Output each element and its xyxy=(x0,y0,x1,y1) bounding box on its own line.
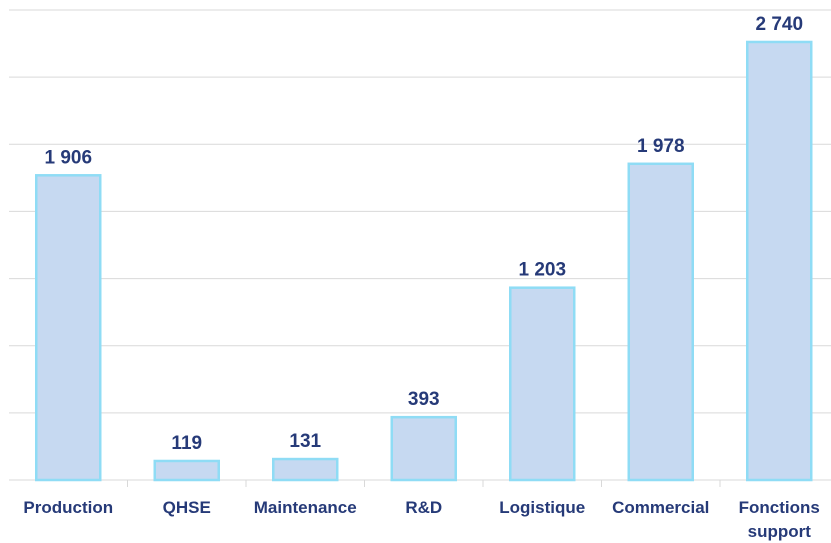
x-tick-label: QHSE xyxy=(162,498,211,517)
x-tick-label: Logistique xyxy=(499,498,586,517)
bar xyxy=(390,415,457,482)
value-label: 119 xyxy=(171,433,202,454)
value-label: 2 740 xyxy=(755,14,803,35)
value-label: 1 203 xyxy=(518,260,566,281)
x-tick-label: R&D xyxy=(405,498,443,517)
bar xyxy=(153,459,220,482)
bar xyxy=(272,457,339,482)
bar xyxy=(746,40,813,482)
bar xyxy=(627,162,694,482)
x-tick-label: Fonctions support xyxy=(738,498,820,541)
bar xyxy=(35,174,102,482)
value-label: 1 906 xyxy=(44,147,92,168)
x-tick-label: Production xyxy=(23,498,114,517)
bar xyxy=(509,286,576,482)
x-tick-label: Maintenance xyxy=(253,498,357,517)
value-label: 131 xyxy=(289,431,321,452)
x-tick-label: Commercial xyxy=(612,498,710,517)
value-label: 393 xyxy=(408,389,440,410)
value-label: 1 978 xyxy=(637,136,685,157)
